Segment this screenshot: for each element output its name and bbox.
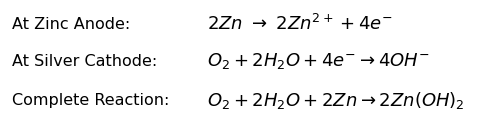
Text: At Silver Cathode:: At Silver Cathode: — [12, 54, 157, 68]
Text: $2Zn\ \rightarrow\ 2Zn^{2+} + 4e^{-}$: $2Zn\ \rightarrow\ 2Zn^{2+} + 4e^{-}$ — [206, 14, 392, 34]
Text: At Zinc Anode:: At Zinc Anode: — [12, 17, 130, 32]
Text: Complete Reaction:: Complete Reaction: — [12, 93, 169, 107]
Text: $O_2 + 2H_2O + 4e^{-} \rightarrow 4OH^{-}$: $O_2 + 2H_2O + 4e^{-} \rightarrow 4OH^{-… — [206, 51, 429, 71]
Text: $O_2 + 2H_2O + 2Zn \rightarrow 2Zn(OH)_2$: $O_2 + 2H_2O + 2Zn \rightarrow 2Zn(OH)_2… — [206, 90, 464, 111]
